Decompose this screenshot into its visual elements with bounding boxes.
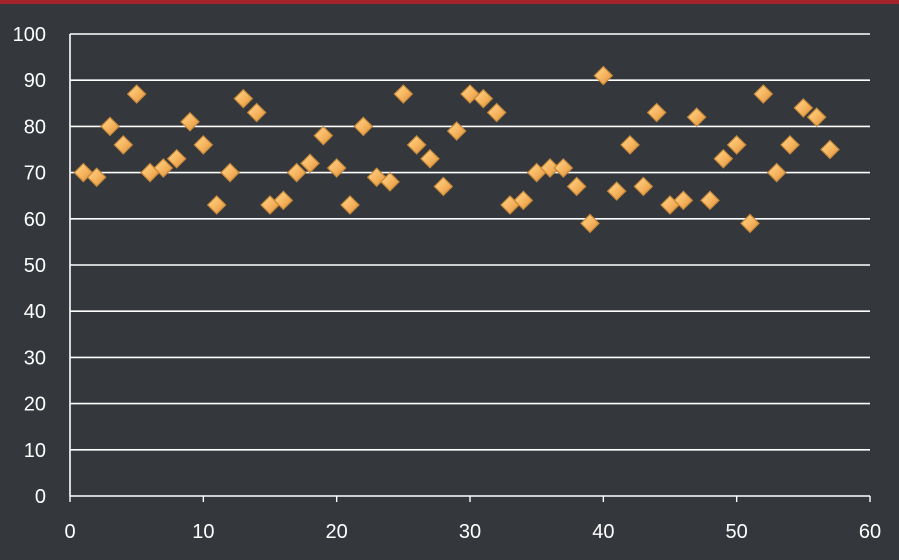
data-point	[553, 158, 574, 178]
data-point	[713, 148, 734, 169]
data-point	[633, 176, 654, 197]
x-tick-label: 20	[326, 521, 348, 543]
x-tick-label: 50	[726, 521, 748, 543]
data-point	[220, 162, 240, 183]
data-point	[153, 158, 174, 178]
data-point	[686, 107, 707, 128]
data-point	[420, 148, 440, 169]
data-point	[353, 116, 374, 137]
data-point	[126, 84, 147, 104]
data-point	[473, 88, 494, 109]
y-tick-label: 20	[24, 394, 46, 416]
data-point	[286, 162, 307, 183]
x-tick-label: 30	[459, 521, 481, 543]
data-point	[766, 162, 787, 183]
data-point	[166, 148, 187, 169]
data-point	[513, 190, 534, 211]
data-points	[73, 65, 840, 234]
data-point	[793, 98, 814, 118]
gridlines	[70, 33, 870, 451]
data-point	[446, 121, 467, 141]
data-point	[700, 190, 720, 211]
y-tick-label: 70	[24, 163, 46, 185]
data-point	[566, 176, 587, 197]
top-rule	[0, 0, 899, 4]
data-point	[540, 158, 560, 178]
data-point	[233, 88, 254, 109]
data-point	[300, 153, 320, 174]
data-point	[86, 167, 107, 188]
data-point	[726, 135, 747, 155]
data-point	[806, 107, 827, 128]
data-point	[780, 135, 800, 155]
data-point	[673, 190, 694, 211]
data-point	[273, 190, 294, 211]
data-point	[580, 213, 600, 234]
y-tick-label: 50	[24, 255, 46, 277]
data-point	[406, 135, 427, 155]
data-point	[486, 102, 507, 123]
y-tick-label: 10	[24, 440, 46, 462]
data-point	[380, 171, 400, 192]
data-point	[340, 195, 360, 215]
data-point	[620, 135, 640, 155]
data-point	[393, 84, 414, 104]
data-point	[100, 116, 120, 137]
y-tick-label: 90	[24, 70, 46, 92]
data-point	[206, 195, 227, 215]
y-tick-label: 60	[24, 209, 46, 231]
data-point	[646, 102, 667, 123]
data-point	[313, 125, 334, 146]
x-tick-labels: 0 10 20 30 40 50 60	[64, 521, 881, 543]
y-tick-label: 80	[24, 116, 46, 138]
data-point	[740, 213, 760, 234]
y-tick-label: 100	[13, 24, 46, 46]
x-tick-label: 10	[192, 521, 214, 543]
data-point	[326, 158, 347, 178]
data-point	[246, 102, 267, 123]
data-point	[193, 135, 214, 155]
y-tick-labels: 0 10 20 30 40 50 60 70 80 90 100	[13, 24, 46, 508]
x-tick-label: 0	[64, 521, 75, 543]
y-tick-label: 30	[24, 347, 46, 369]
axes	[69, 34, 871, 502]
data-point	[593, 65, 614, 86]
y-tick-label: 0	[35, 486, 46, 508]
data-point	[433, 176, 454, 197]
data-point	[820, 139, 840, 160]
x-tick-label: 60	[859, 521, 881, 543]
data-point	[753, 84, 774, 104]
y-tick-label: 40	[24, 301, 46, 323]
data-point	[113, 135, 134, 155]
x-tick-label: 40	[592, 521, 614, 543]
data-point	[606, 181, 627, 201]
data-point	[180, 111, 200, 132]
